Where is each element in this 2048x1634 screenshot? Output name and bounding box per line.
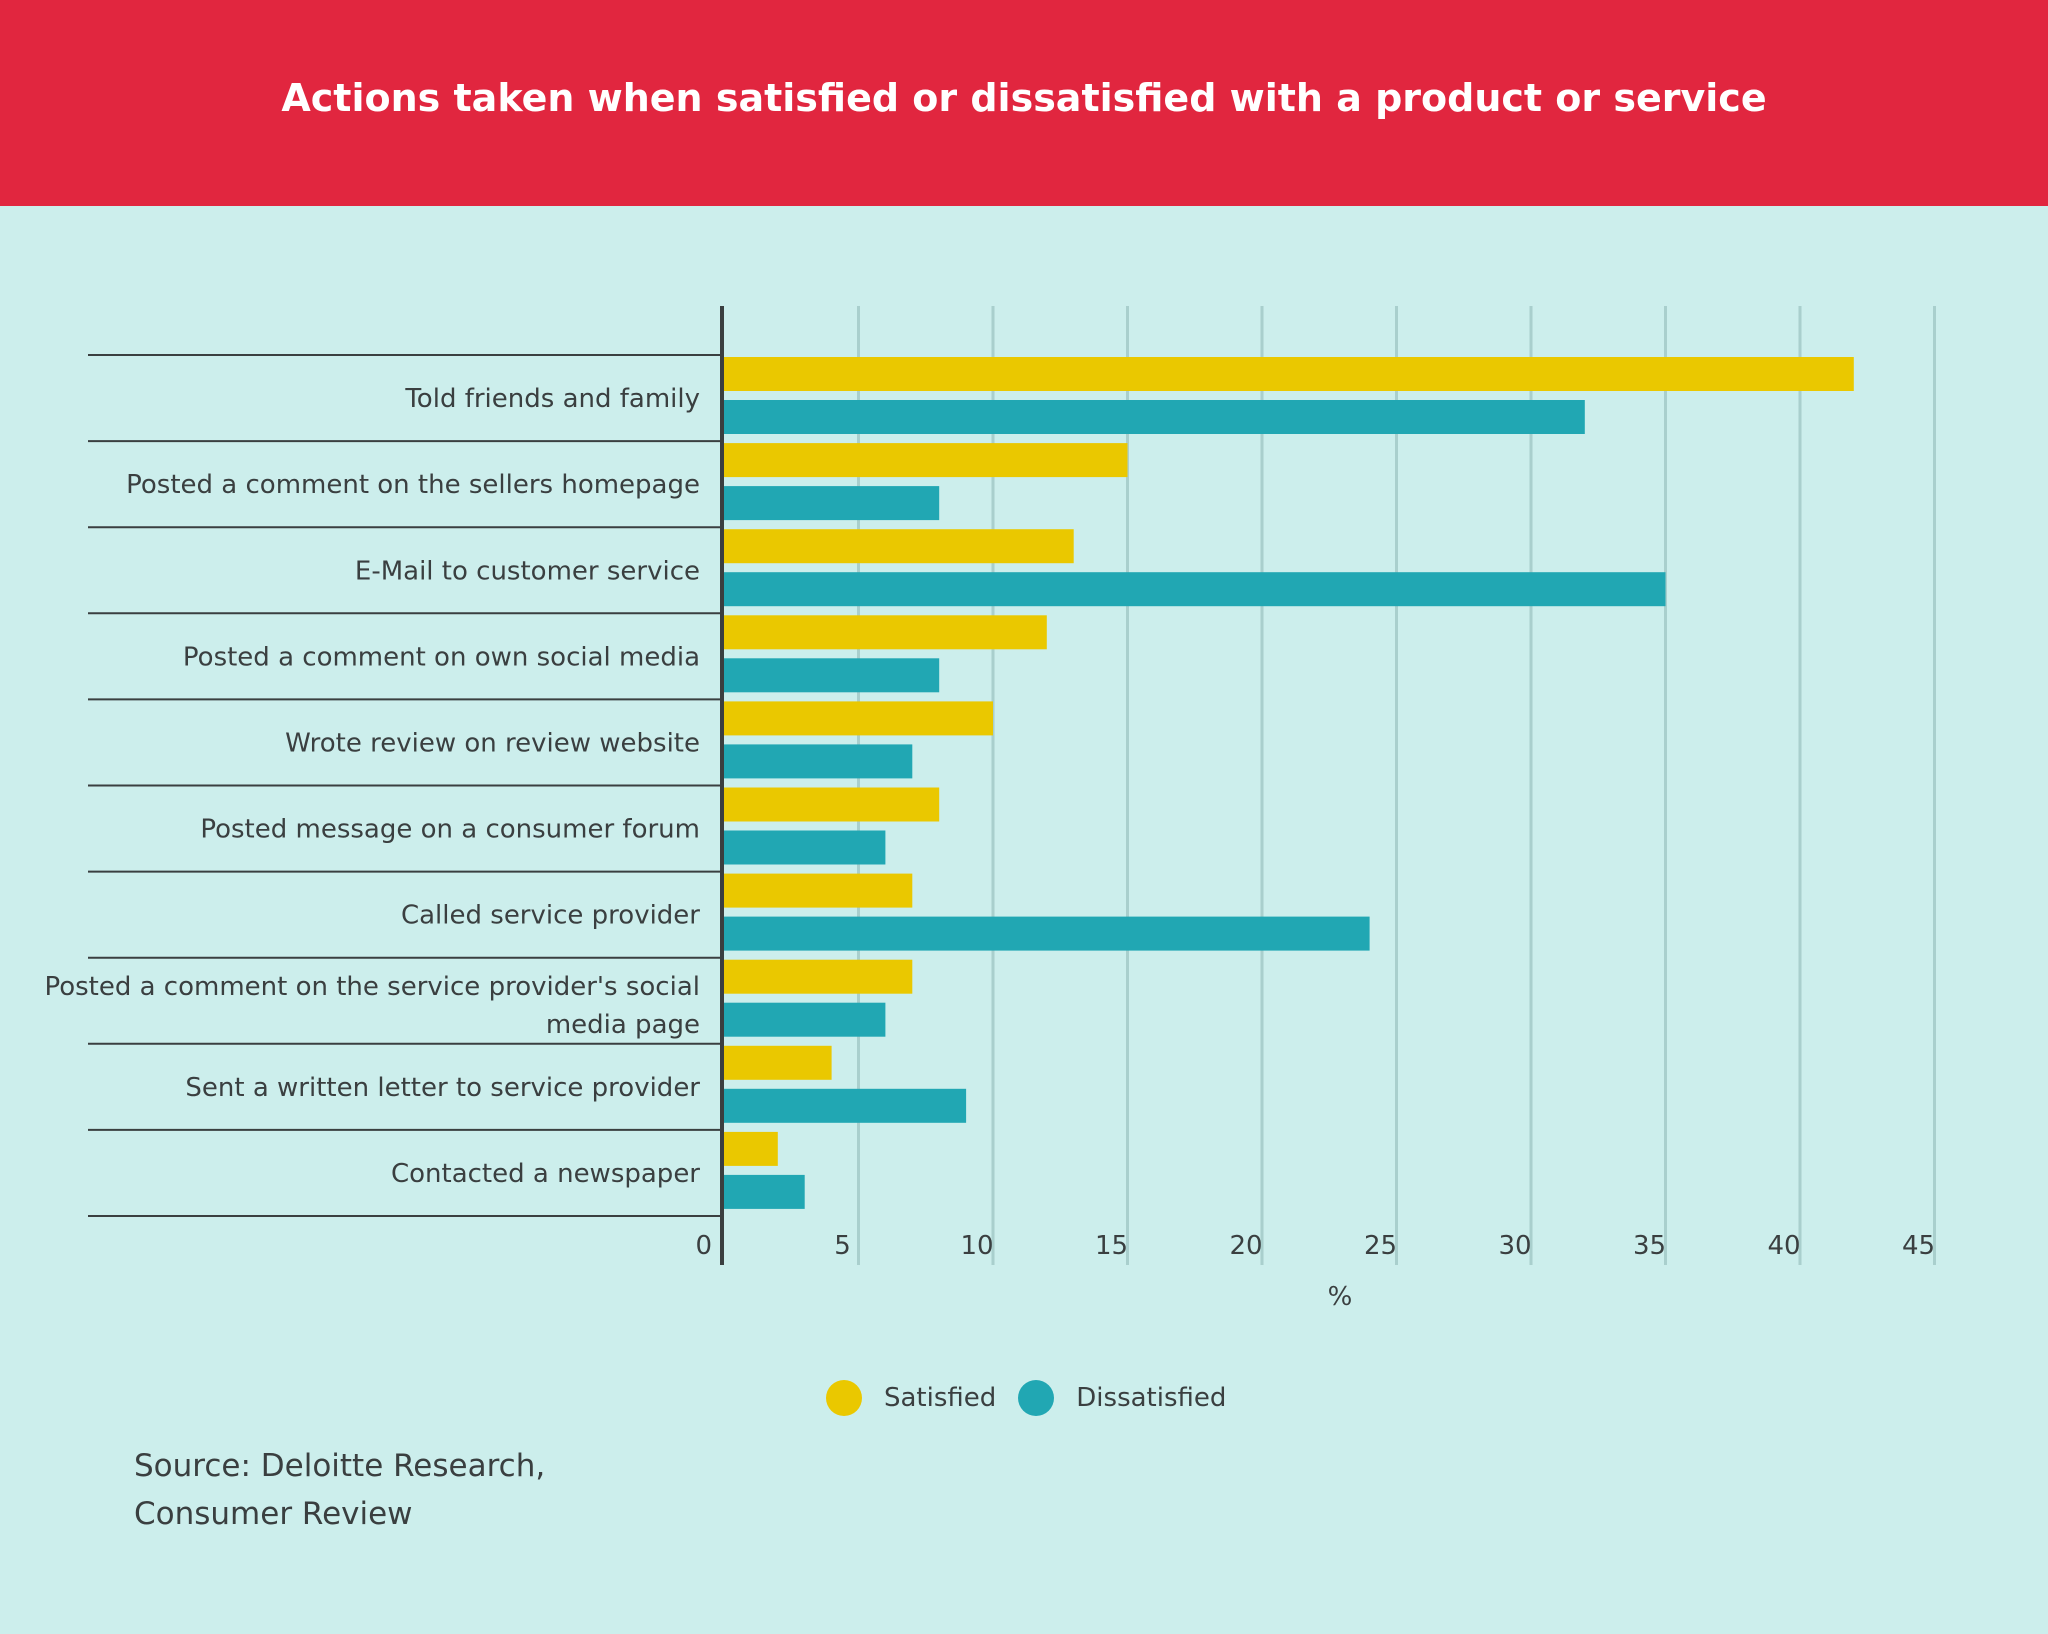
source-note: Source: Deloitte Research, Consumer Revi…: [134, 1442, 734, 1538]
x-tick-labels: 0 5 10 15 20 25 30 35 40 45: [695, 1231, 1935, 1261]
category-label: Told friends and family: [404, 384, 700, 414]
category-label: Posted a comment on the service provider…: [44, 972, 700, 1040]
bar-dissatisfied-sent-a-written-letter-to-service-provider: [724, 1088, 967, 1123]
legend-label-dissatisfied: Dissatisfied: [1076, 1383, 1227, 1413]
bars: [724, 357, 1854, 1209]
bar-dissatisfied-contacted-a-newspaper: [724, 1174, 805, 1209]
bar-dissatisfied-wrote-review-on-review-website: [724, 744, 913, 779]
bar-dissatisfied-posted-a-comment-on-the-service-provider-s-social-media-page: [724, 1002, 886, 1037]
gridlines: [857, 306, 1936, 1265]
bar-satisfied-posted-a-comment-on-the-service-provider-s-social-media-page: [724, 959, 913, 994]
x-tick-30: 30: [1498, 1231, 1531, 1261]
category-label: Sent a written letter to service provide…: [185, 1073, 700, 1103]
x-tick-15: 15: [1095, 1231, 1128, 1261]
bar-satisfied-e-mail-to-customer-service: [724, 529, 1074, 564]
legend-item-satisfied: Satisfied: [826, 1380, 996, 1416]
legend-swatch-dissatisfied: [1018, 1380, 1055, 1416]
x-tick-35: 35: [1633, 1231, 1666, 1261]
x-tick-25: 25: [1364, 1231, 1397, 1261]
category-label: Posted a comment on the sellers homepage: [126, 470, 700, 500]
legend-label-satisfied: Satisfied: [884, 1383, 997, 1413]
chart-title: Actions taken when satisfied or dissatis…: [281, 76, 1767, 120]
category-label: Called service provider: [401, 901, 700, 931]
bar-dissatisfied-told-friends-and-family: [724, 400, 1585, 434]
bar-dissatisfied-posted-message-on-a-consumer-forum: [724, 830, 886, 865]
legend-item-dissatisfied: Dissatisfied: [1018, 1380, 1226, 1416]
source-line-2: Consumer Review: [134, 1496, 413, 1532]
bar-satisfied-told-friends-and-family: [724, 357, 1854, 391]
x-tick-20: 20: [1229, 1231, 1262, 1261]
category-separators: [88, 354, 722, 1217]
category-label: Posted message on a consumer forum: [200, 815, 700, 845]
source-line-1: Source: Deloitte Research,: [134, 1448, 546, 1484]
legend: Satisfied Dissatisfied: [826, 1380, 1248, 1416]
bar-satisfied-posted-a-comment-on-own-social-media: [724, 615, 1047, 650]
x-tick-45: 45: [1902, 1231, 1935, 1261]
x-tick-40: 40: [1767, 1231, 1800, 1261]
bar-satisfied-wrote-review-on-review-website: [724, 701, 993, 736]
category-label: Posted a comment on own social media: [183, 642, 700, 672]
bar-satisfied-posted-message-on-a-consumer-forum: [724, 787, 940, 822]
category-label: E-Mail to customer service: [355, 556, 700, 586]
bar-satisfied-called-service-provider: [724, 873, 913, 908]
category-labels: Told friends and family Posted a comment …: [44, 384, 700, 1189]
x-tick-10: 10: [960, 1231, 993, 1261]
category-label: Contacted a newspaper: [391, 1159, 700, 1189]
x-tick-0: 0: [695, 1231, 712, 1261]
header-banner: Actions taken when satisfied or dissatis…: [0, 0, 2048, 206]
bar-dissatisfied-posted-a-comment-on-own-social-media: [724, 658, 940, 693]
x-tick-5: 5: [834, 1231, 851, 1261]
bar-dissatisfied-posted-a-comment-on-the-sellers-homepage: [724, 486, 940, 521]
bar-satisfied-sent-a-written-letter-to-service-provider: [724, 1045, 832, 1080]
legend-swatch-satisfied: [826, 1380, 862, 1416]
category-label: Wrote review on review website: [285, 728, 700, 758]
bar-dissatisfied-called-service-provider: [724, 916, 1370, 951]
bar-satisfied-contacted-a-newspaper: [724, 1131, 778, 1166]
bar-satisfied-posted-a-comment-on-the-sellers-homepage: [724, 443, 1128, 478]
x-axis-label: %: [1328, 1282, 1353, 1312]
bar-dissatisfied-e-mail-to-customer-service: [724, 572, 1666, 607]
